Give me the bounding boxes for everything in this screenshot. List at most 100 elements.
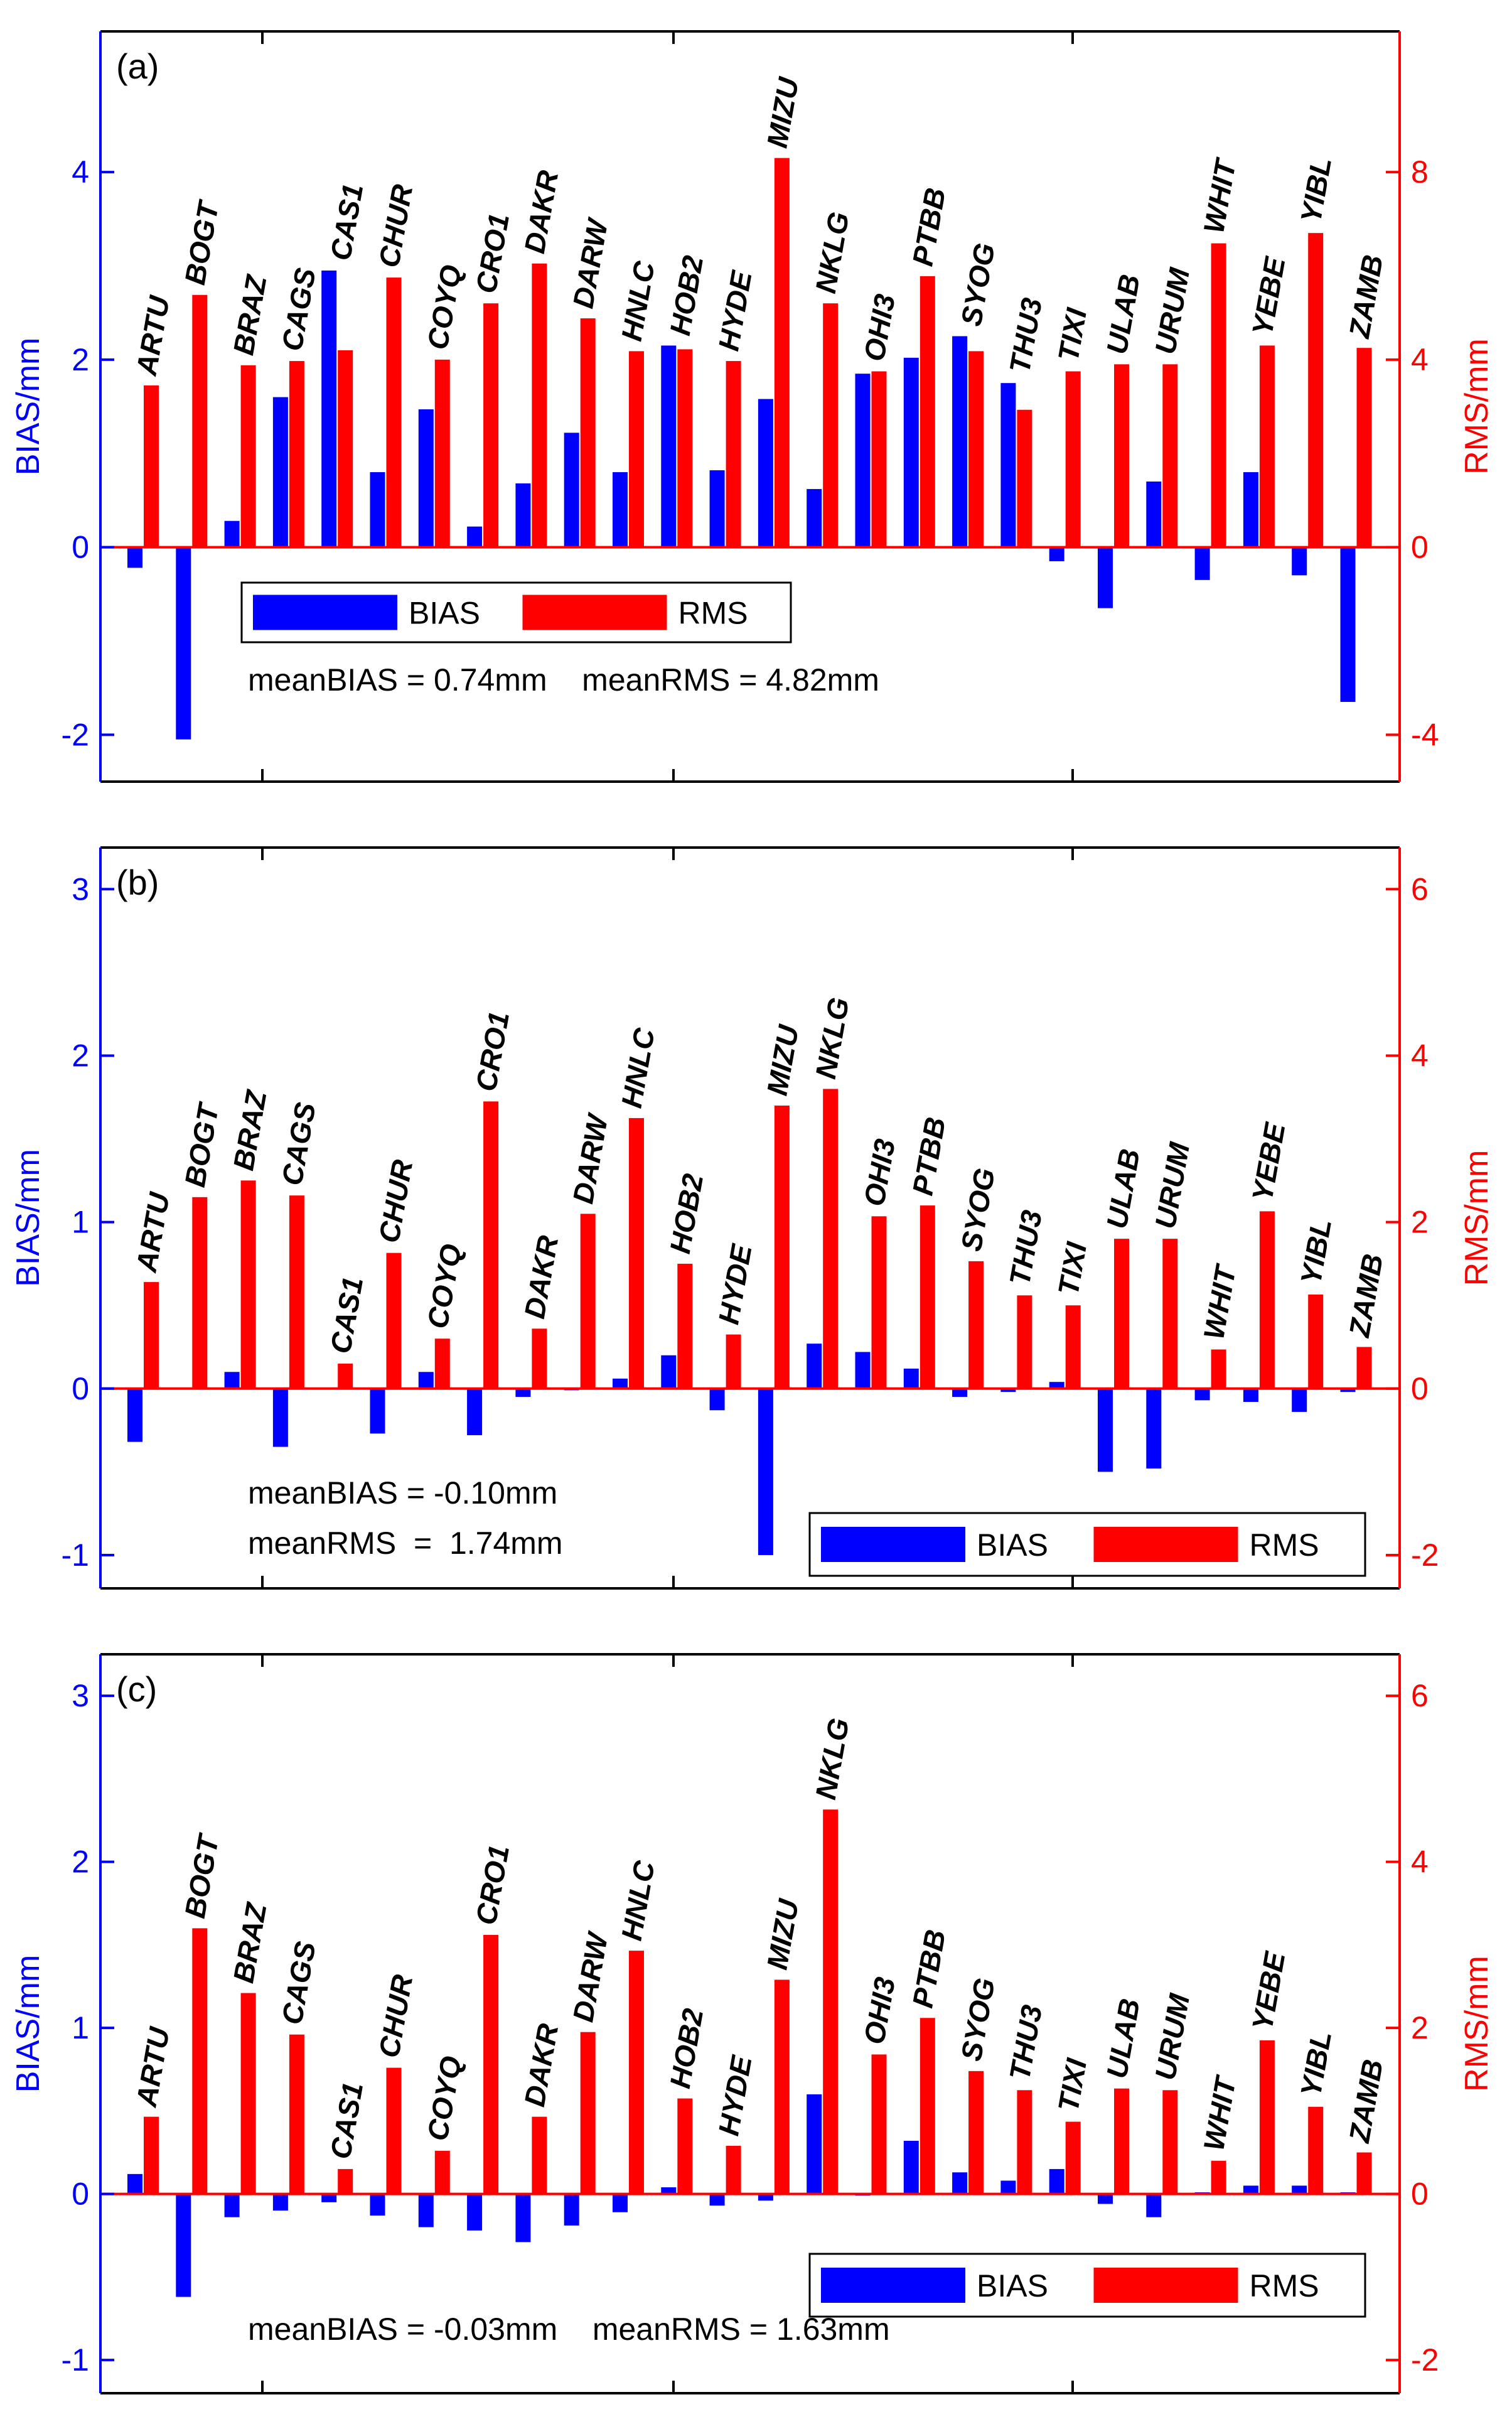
- rms-bar-syog: [968, 1261, 984, 1389]
- bias-bar-zamb: [1340, 547, 1356, 703]
- station-label-hob2: HOB2: [663, 1171, 709, 1256]
- bias-bar-tixi: [1049, 547, 1064, 561]
- annotation-text: meanBIAS = -0.10mm: [248, 1475, 557, 1511]
- rms-bar-chur: [386, 2067, 402, 2194]
- rms-bar-hnlc: [629, 1951, 644, 2194]
- rms-bar-hyde: [726, 361, 741, 547]
- station-label-hob2: HOB2: [663, 2006, 709, 2091]
- bias-bar-dakr: [515, 1388, 531, 1398]
- rms-bar-thu3: [1017, 1295, 1032, 1389]
- bias-bar-cas1: [321, 270, 337, 547]
- bias-bar-ulab: [1098, 1388, 1113, 1472]
- station-label-zamb: ZAMB: [1343, 1251, 1390, 1340]
- bias-bar-hob2: [661, 345, 677, 547]
- station-label-yibl: YIBL: [1294, 1216, 1338, 1286]
- rms-bar-bogt: [192, 1928, 208, 2194]
- rms-bar-cags: [289, 2034, 304, 2194]
- right-axis-title: RMS/mm: [1459, 1956, 1495, 2092]
- rms-bar-chur: [386, 1252, 402, 1389]
- station-label-artu: ARTU: [129, 1189, 176, 1275]
- rms-bar-urum: [1162, 2090, 1178, 2194]
- left-tick-label: 2: [72, 1038, 89, 1073]
- bias-bar-mizu: [758, 399, 773, 547]
- right-tick-label: 4: [1411, 1845, 1429, 1880]
- rms-bar-coyq: [434, 359, 450, 547]
- annotation-text: meanBIAS = -0.03mm meanRMS = 1.63mm: [248, 2312, 890, 2347]
- rms-bar-yibl: [1308, 233, 1324, 547]
- bias-bar-tixi: [1049, 1382, 1064, 1389]
- left-tick-label: 3: [72, 871, 89, 907]
- station-label-ulab: ULAB: [1100, 1146, 1146, 1231]
- bias-bar-cas1: [321, 2194, 337, 2202]
- legend: BIAS RMS: [240, 581, 792, 644]
- station-label-ptbb: PTBB: [906, 1927, 952, 2010]
- station-label-darw: DARW: [566, 215, 614, 311]
- station-label-thu3: THU3: [1003, 1207, 1048, 1288]
- station-label-zamb: ZAMB: [1343, 252, 1390, 342]
- left-tick-label: 3: [72, 1678, 89, 1713]
- bias-bar-braz: [224, 1372, 240, 1389]
- rms-bar-ptbb: [920, 276, 935, 547]
- station-label-cags: CAGS: [276, 266, 322, 353]
- legend-label-bias: BIAS: [977, 2268, 1048, 2303]
- right-tick-label: -2: [1411, 1538, 1439, 1573]
- left-axis-title: BIAS/mm: [10, 338, 46, 476]
- bias-bar-chur: [370, 2194, 385, 2216]
- station-label-braz: BRAZ: [227, 1087, 273, 1173]
- right-tick-label: 0: [1411, 1371, 1429, 1406]
- bias-bar-dakr: [515, 2194, 531, 2243]
- rms-bar-hnlc: [629, 1118, 644, 1389]
- station-label-ulab: ULAB: [1100, 1996, 1146, 2081]
- station-label-hob2: HOB2: [663, 253, 709, 338]
- rms-bar-cro1: [483, 1934, 499, 2194]
- station-label-urum: URUM: [1149, 1139, 1196, 1231]
- rms-bar-coyq: [434, 1338, 450, 1389]
- station-label-mizu: MIZU: [761, 1896, 805, 1972]
- station-label-syog: SYOG: [955, 1166, 1001, 1254]
- station-label-cas1: CAS1: [324, 2080, 370, 2162]
- bias-bar-chur: [370, 472, 385, 547]
- station-label-coyq: COYQ: [421, 2054, 468, 2143]
- rms-bar-mizu: [774, 1106, 790, 1389]
- bias-bar-cags: [272, 2194, 288, 2211]
- station-label-ohi3: OHI3: [857, 1136, 901, 1209]
- rms-bar-yebe: [1259, 1211, 1275, 1389]
- bias-bar-nklg: [807, 1344, 822, 1389]
- left-tick-label: 4: [72, 154, 89, 190]
- bias-bar-thu3: [1000, 1388, 1016, 1392]
- station-label-coyq: COYQ: [421, 1241, 468, 1331]
- annotation-text: meanRMS = 1.74mm: [248, 1526, 563, 1561]
- rms-bar-ptbb: [920, 1205, 935, 1389]
- station-label-yibl: YIBL: [1294, 155, 1338, 225]
- left-tick-label: -1: [62, 2342, 89, 2378]
- station-label-nklg: NKLG: [809, 210, 855, 296]
- bias-bar-urum: [1146, 2194, 1162, 2217]
- right-tick-label: 0: [1411, 2177, 1429, 2212]
- bias-bar-ohi3: [855, 1352, 871, 1389]
- bias-bar-zamb: [1340, 1388, 1356, 1392]
- station-label-ulab: ULAB: [1100, 272, 1146, 357]
- station-label-artu: ARTU: [129, 293, 176, 379]
- bias-bar-artu: [127, 1388, 142, 1442]
- legend-swatch-bias: [821, 1527, 965, 1562]
- bias-bar-yebe: [1243, 1388, 1258, 1403]
- bias-bar-bogt: [176, 547, 191, 740]
- rms-bar-braz: [240, 365, 256, 547]
- station-label-darw: DARW: [566, 1929, 614, 2025]
- station-label-cags: CAGS: [276, 1100, 322, 1188]
- bias-bar-nklg: [807, 2094, 822, 2194]
- bias-bar-coyq: [418, 1372, 434, 1389]
- station-label-thu3: THU3: [1003, 2002, 1048, 2082]
- station-label-chur: CHUR: [372, 182, 419, 270]
- station-label-dakr: DAKR: [518, 2021, 564, 2109]
- rms-bar-yibl: [1308, 2106, 1324, 2194]
- rms-bar-hob2: [677, 2098, 693, 2194]
- panel-label: (a): [116, 46, 159, 86]
- left-tick-label: -2: [62, 717, 89, 752]
- rms-bar-thu3: [1017, 2090, 1032, 2194]
- rms-bar-urum: [1162, 364, 1178, 547]
